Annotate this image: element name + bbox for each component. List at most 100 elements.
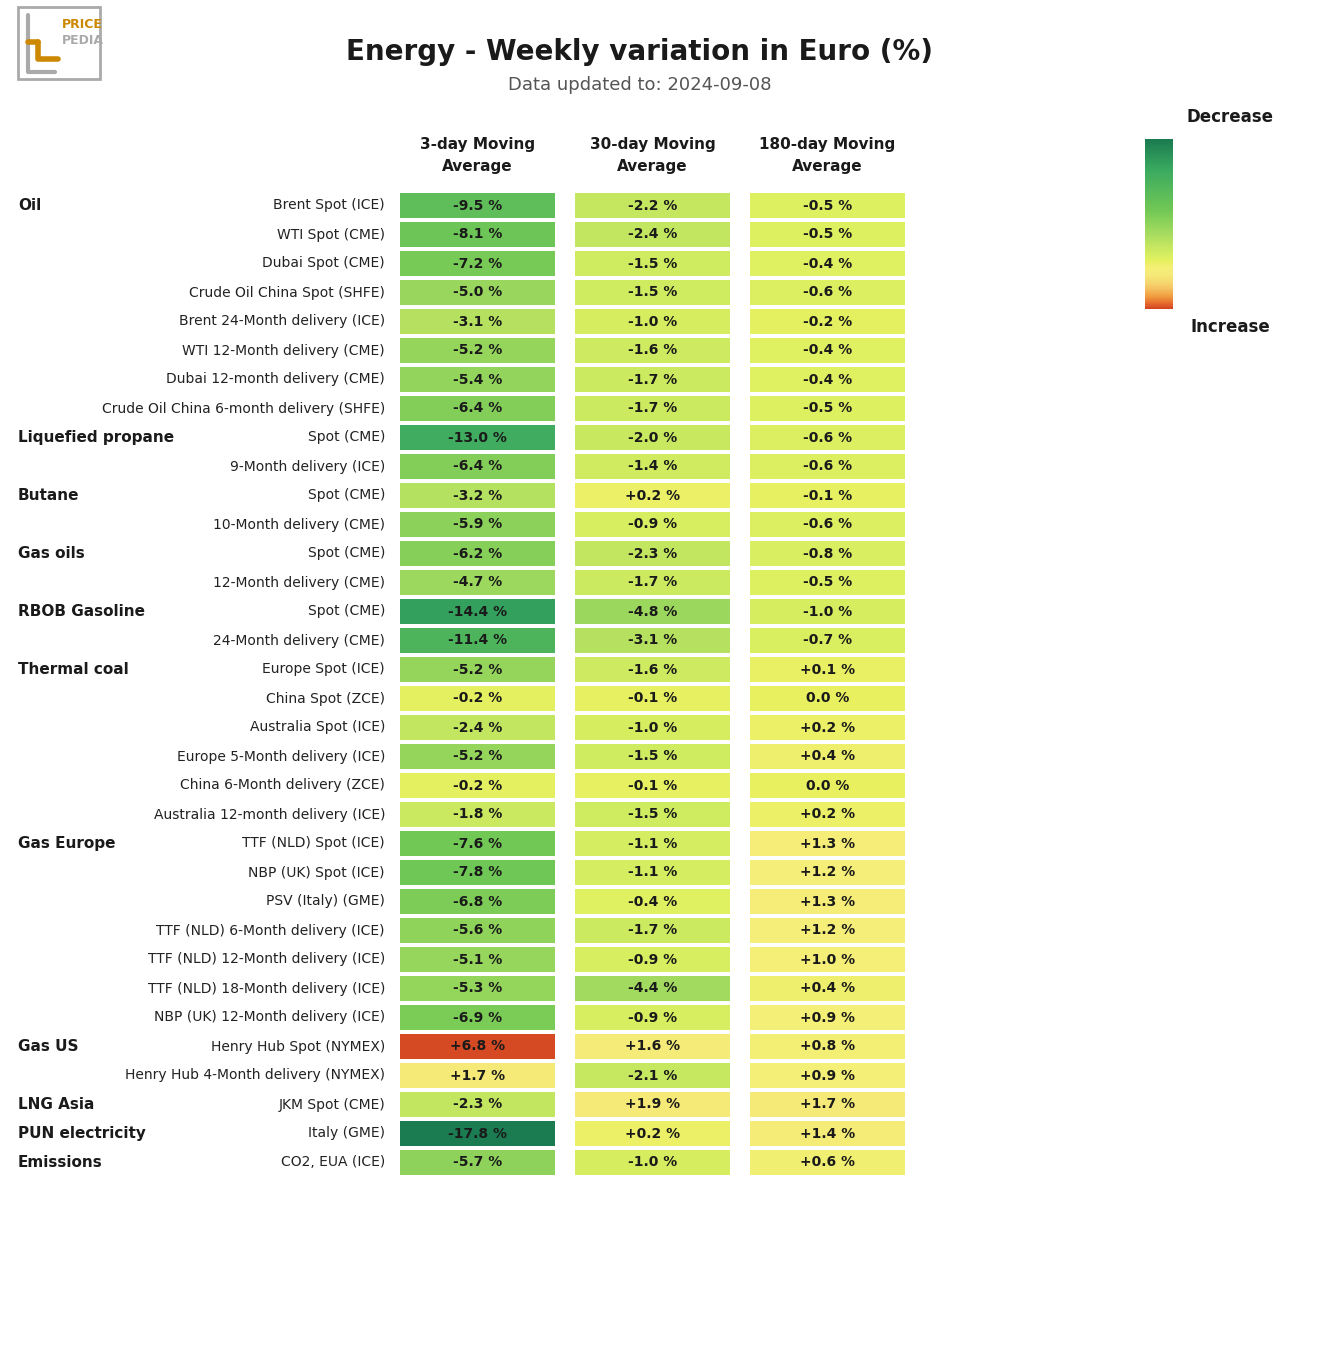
Text: Henry Hub Spot (NYMEX): Henry Hub Spot (NYMEX) <box>211 1039 385 1053</box>
Text: RBOB Gasoline: RBOB Gasoline <box>18 604 145 619</box>
Text: -0.5 %: -0.5 % <box>803 575 853 589</box>
Text: -6.8 %: -6.8 % <box>453 894 502 908</box>
Text: Gas US: Gas US <box>18 1039 78 1054</box>
FancyBboxPatch shape <box>576 657 730 683</box>
FancyBboxPatch shape <box>750 512 906 537</box>
Text: -0.5 %: -0.5 % <box>803 402 853 415</box>
Text: 24-Month delivery (CME): 24-Month delivery (CME) <box>213 634 385 647</box>
Text: -7.8 %: -7.8 % <box>453 866 502 879</box>
FancyBboxPatch shape <box>750 396 906 421</box>
FancyBboxPatch shape <box>400 947 554 972</box>
FancyBboxPatch shape <box>576 251 730 275</box>
Text: +0.8 %: +0.8 % <box>800 1039 855 1053</box>
FancyBboxPatch shape <box>576 309 730 334</box>
Text: 0.0 %: 0.0 % <box>805 692 849 706</box>
FancyBboxPatch shape <box>400 802 554 826</box>
Text: -0.4 %: -0.4 % <box>803 373 853 387</box>
FancyBboxPatch shape <box>400 570 554 594</box>
Text: -0.6 %: -0.6 % <box>803 430 853 445</box>
Text: Dubai Spot (CME): Dubai Spot (CME) <box>263 256 385 270</box>
FancyBboxPatch shape <box>400 1034 554 1058</box>
Text: +0.4 %: +0.4 % <box>800 981 855 996</box>
Text: +1.4 %: +1.4 % <box>800 1126 855 1140</box>
Text: -1.0 %: -1.0 % <box>628 1156 677 1170</box>
Text: 30-day Moving: 30-day Moving <box>590 137 715 152</box>
Text: Energy - Weekly variation in Euro (%): Energy - Weekly variation in Euro (%) <box>346 38 933 66</box>
Text: -0.6 %: -0.6 % <box>803 285 853 300</box>
Text: Europe Spot (ICE): Europe Spot (ICE) <box>263 662 385 677</box>
FancyBboxPatch shape <box>400 396 554 421</box>
Text: -1.7 %: -1.7 % <box>628 402 677 415</box>
FancyBboxPatch shape <box>400 338 554 364</box>
FancyBboxPatch shape <box>750 483 906 508</box>
Text: +0.4 %: +0.4 % <box>800 749 855 764</box>
Text: -1.5 %: -1.5 % <box>628 285 677 300</box>
Text: JKM Spot (CME): JKM Spot (CME) <box>279 1098 385 1111</box>
Text: +1.3 %: +1.3 % <box>800 894 855 908</box>
Text: +0.6 %: +0.6 % <box>800 1156 855 1170</box>
Text: Spot (CME): Spot (CME) <box>308 489 385 502</box>
FancyBboxPatch shape <box>750 1063 906 1088</box>
FancyBboxPatch shape <box>400 280 554 305</box>
FancyBboxPatch shape <box>750 455 906 479</box>
Text: -1.4 %: -1.4 % <box>628 460 677 474</box>
FancyBboxPatch shape <box>576 1121 730 1147</box>
FancyBboxPatch shape <box>750 598 906 624</box>
Text: +1.2 %: +1.2 % <box>800 924 855 938</box>
Text: +1.2 %: +1.2 % <box>800 866 855 879</box>
FancyBboxPatch shape <box>750 193 906 218</box>
Text: Average: Average <box>442 160 512 175</box>
Text: -11.4 %: -11.4 % <box>447 634 507 647</box>
FancyBboxPatch shape <box>576 338 730 364</box>
FancyBboxPatch shape <box>750 917 906 943</box>
FancyBboxPatch shape <box>576 425 730 451</box>
Text: -1.8 %: -1.8 % <box>453 807 502 821</box>
Text: -1.1 %: -1.1 % <box>628 836 677 851</box>
FancyBboxPatch shape <box>400 889 554 915</box>
FancyBboxPatch shape <box>400 976 554 1001</box>
FancyBboxPatch shape <box>750 1121 906 1147</box>
Text: China 6-Month delivery (ZCE): China 6-Month delivery (ZCE) <box>180 779 385 792</box>
Text: -4.7 %: -4.7 % <box>453 575 502 589</box>
Text: -0.1 %: -0.1 % <box>803 489 853 502</box>
FancyBboxPatch shape <box>400 251 554 275</box>
FancyBboxPatch shape <box>400 917 554 943</box>
FancyBboxPatch shape <box>750 1149 906 1175</box>
Text: Average: Average <box>792 160 863 175</box>
Text: +0.2 %: +0.2 % <box>800 807 855 821</box>
FancyBboxPatch shape <box>400 366 554 392</box>
Text: -0.7 %: -0.7 % <box>803 634 853 647</box>
Text: -5.4 %: -5.4 % <box>453 373 502 387</box>
FancyBboxPatch shape <box>400 687 554 711</box>
FancyBboxPatch shape <box>750 338 906 364</box>
Text: -6.2 %: -6.2 % <box>453 547 502 560</box>
Text: Gas oils: Gas oils <box>18 546 84 560</box>
FancyBboxPatch shape <box>400 657 554 683</box>
FancyBboxPatch shape <box>750 223 906 247</box>
Text: -0.9 %: -0.9 % <box>628 1011 677 1025</box>
FancyBboxPatch shape <box>750 280 906 305</box>
FancyBboxPatch shape <box>576 366 730 392</box>
FancyBboxPatch shape <box>750 715 906 740</box>
Text: -13.0 %: -13.0 % <box>447 430 507 445</box>
Text: PSV (Italy) (GME): PSV (Italy) (GME) <box>267 894 385 908</box>
FancyBboxPatch shape <box>576 744 730 769</box>
Text: +0.1 %: +0.1 % <box>800 662 855 677</box>
FancyBboxPatch shape <box>576 1006 730 1030</box>
Text: Australia 12-month delivery (ICE): Australia 12-month delivery (ICE) <box>153 807 385 821</box>
FancyBboxPatch shape <box>576 976 730 1001</box>
Text: -1.5 %: -1.5 % <box>628 807 677 821</box>
Text: +1.3 %: +1.3 % <box>800 836 855 851</box>
FancyBboxPatch shape <box>750 309 906 334</box>
Text: Data updated to: 2024-09-08: Data updated to: 2024-09-08 <box>508 76 772 94</box>
Text: +6.8 %: +6.8 % <box>450 1039 506 1053</box>
FancyBboxPatch shape <box>400 1006 554 1030</box>
Text: LNG Asia: LNG Asia <box>18 1096 94 1111</box>
FancyBboxPatch shape <box>750 830 906 856</box>
FancyBboxPatch shape <box>576 917 730 943</box>
Text: Gas Europe: Gas Europe <box>18 836 116 851</box>
Text: PEDIA: PEDIA <box>62 34 104 47</box>
FancyBboxPatch shape <box>750 541 906 566</box>
Text: Liquefied propane: Liquefied propane <box>18 430 174 445</box>
FancyBboxPatch shape <box>400 773 554 798</box>
